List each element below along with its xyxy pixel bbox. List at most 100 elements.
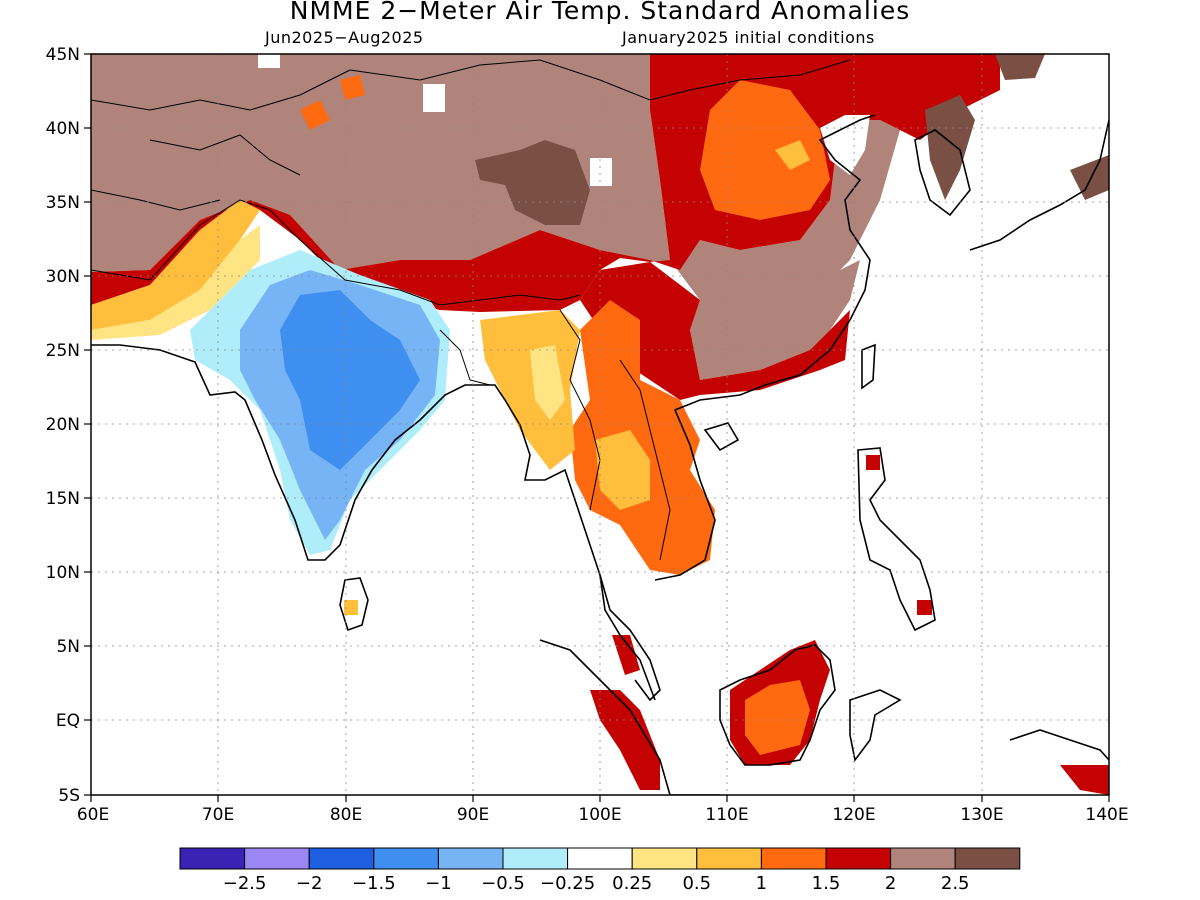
anomaly-region-yellow-myanmar: [480, 310, 580, 470]
anomaly-region-red-sumatra: [590, 690, 660, 790]
anomaly-field: [91, 54, 1109, 795]
anomaly-region-light-orange-north-china: [775, 140, 810, 170]
coastline-borneo: [719, 644, 836, 766]
anomaly-region-orange-tianshan: [340, 75, 365, 100]
country-borders: [91, 59, 851, 561]
lon-label: 130E: [960, 805, 1003, 825]
border-central-asia: [149, 134, 301, 176]
colorbar-label: 1: [756, 873, 767, 894]
lon-label: 120E: [832, 805, 875, 825]
colorbar-label: 0.25: [612, 873, 652, 894]
longitude-axis: 60E 70E 80E 90E 100E 110E 120E 130E 140E: [77, 795, 1129, 825]
colorbar-label: −2.5: [223, 873, 267, 894]
colorbar-swatch: [502, 847, 569, 870]
coastline-japan: [969, 119, 1109, 251]
coastline-malay: [599, 574, 661, 702]
border-afghanistan: [91, 189, 221, 211]
border-kazakhstan: [91, 69, 351, 111]
coastline-indochina: [654, 114, 876, 581]
colorbar-swatch: [631, 847, 698, 870]
anomaly-region-red-new-guinea: [1060, 765, 1109, 795]
anomaly-region-ceylon-yellow: [344, 600, 358, 615]
missing-data-cell: [423, 84, 445, 112]
missing-data-cell: [820, 115, 870, 175]
anomaly-region-yellow-nw-india: [91, 225, 260, 340]
border-laos-vietnam: [619, 359, 671, 561]
coastline-hainan: [703, 422, 740, 452]
colorbar-label: −0.25: [540, 873, 595, 894]
lat-label: 40N: [46, 119, 80, 139]
colorbar-swatch: [179, 847, 246, 870]
lat-label: 45N: [46, 45, 80, 65]
colorbar-label: 2: [885, 873, 896, 894]
lat-label: 5S: [58, 786, 80, 806]
initial-conditions-label: January2025 initial conditions: [622, 28, 875, 47]
lon-label: 60E: [77, 805, 109, 825]
graticule: [91, 54, 1109, 795]
anomaly-region-orange-nw-india: [91, 200, 260, 330]
border-myanmar-thailand: [559, 309, 601, 511]
colorbar-swatch: [244, 847, 310, 870]
anomaly-region-orange-north-china: [700, 80, 830, 220]
lat-label: EQ: [56, 711, 80, 731]
lon-label: 90E: [457, 805, 489, 825]
map-title: NMME 2−Meter Air Temp. Standard Anomalie…: [289, 0, 911, 25]
colorbar-swatch: [696, 847, 762, 870]
lat-label: 15N: [46, 489, 80, 509]
coastline-india: [91, 344, 656, 701]
colorbar-swatch: [437, 847, 504, 870]
anomaly-region-pale-myanmar: [530, 345, 565, 420]
colorbar-swatch: [308, 847, 375, 870]
lat-label: 30N: [46, 267, 80, 287]
anomaly-region-dark-brown-japan: [1070, 155, 1109, 200]
missing-data-cell: [258, 54, 280, 68]
lon-label: 100E: [578, 805, 621, 825]
coastline-korea: [914, 129, 971, 217]
anomaly-region-red-china-south: [580, 262, 850, 400]
latitude-axis: 45N 40N 35N 30N 25N 20N 15N 10N 5N EQ 5S: [46, 45, 91, 806]
colorbar-label: −1.5: [352, 873, 396, 894]
coastline-sumatra: [539, 639, 671, 795]
colorbar-swatch: [373, 847, 439, 870]
anomaly-region-blue-india: [280, 290, 420, 470]
season-label: Jun2025−Aug2025: [265, 28, 424, 47]
colorbar-swatch: [890, 847, 956, 870]
missing-data-cell: [590, 158, 612, 186]
lat-label: 35N: [46, 193, 80, 213]
colorbar: −2.5 −2 −1.5 −1 −0.5 −0.25 0.25 0.5 1 1.5 2 2.5: [179, 847, 1021, 894]
lon-label: 80E: [330, 805, 362, 825]
lon-label: 70E: [202, 805, 234, 825]
anomaly-region-brown-china: [690, 240, 860, 380]
lon-label: 110E: [705, 805, 748, 825]
colorbar-label: −0.5: [481, 873, 525, 894]
colorbar-swatch: [567, 847, 633, 870]
border-himalaya: [91, 199, 581, 306]
coastline-philippines: [857, 447, 936, 632]
colorbar-label: 0.5: [682, 873, 711, 894]
coastline-taiwan: [861, 343, 876, 390]
colorbar-label: 1.5: [812, 873, 841, 894]
lat-label: 25N: [46, 341, 80, 361]
lat-label: 10N: [46, 563, 80, 583]
colorbar-swatch: [825, 847, 892, 870]
lon-label: 140E: [1085, 805, 1128, 825]
anomaly-region-orange-indochina: [570, 300, 715, 575]
colorbar-label: 2.5: [941, 873, 970, 894]
anomaly-region-red-philippines-mindanao: [917, 600, 932, 615]
coastline-new-guinea: [1009, 729, 1109, 761]
lat-label: 5N: [56, 637, 80, 657]
border-china-mongolia: [349, 59, 851, 101]
anomaly-region-red-malay: [612, 635, 640, 675]
coastlines: [91, 114, 1109, 795]
anomaly-region-dark-brown-korea: [925, 95, 975, 200]
colorbar-swatch: [954, 847, 1021, 870]
colorbar-label: −2: [296, 873, 323, 894]
colorbar-swatch: [760, 847, 827, 870]
anomaly-region-dark-brown-mongolia: [475, 140, 590, 225]
colorbar-label: −1: [425, 873, 452, 894]
anomaly-region-dark-brown-kuril: [995, 54, 1045, 80]
border-india-bangladesh: [439, 329, 491, 386]
lat-label: 20N: [46, 415, 80, 435]
coastline-sri-lanka: [339, 577, 369, 632]
